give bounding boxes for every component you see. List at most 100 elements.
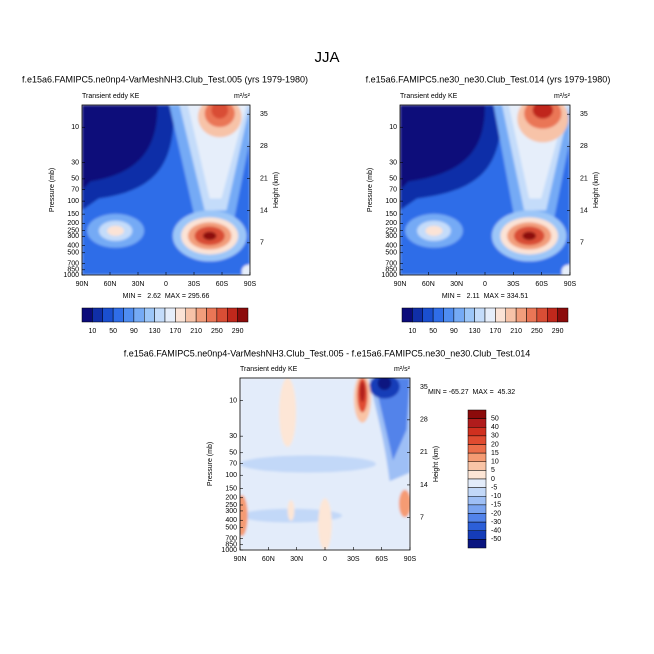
y-tick-label: 400 [385,242,397,249]
y-tick-label: 500 [385,250,397,257]
colorbar-box [467,418,487,428]
x-tick-label: 30N [450,281,463,288]
x-tick-label: 60N [422,281,435,288]
y2-tick-label: 28 [260,143,268,150]
colorbar-box [536,307,548,323]
y-tick-label: 150 [225,485,237,492]
colorbar-box [557,307,569,323]
contour-fill [532,105,553,119]
y-tick-label: 850 [225,542,237,549]
colorbar-box [467,470,487,480]
colorbar-label: 0 [491,476,495,483]
colorbar-box [474,307,486,323]
colorbar-label: 250 [531,328,543,335]
colorbar-label: 20 [491,441,499,448]
y-tick-label: 700 [67,260,79,267]
x-tick-label: 60S [535,281,548,288]
contour-fill [398,489,410,518]
contour-fill [377,378,392,391]
contour-fill [318,498,332,550]
contour-fill [241,264,250,275]
colorbar-box [467,521,487,531]
colorbar-box [467,427,487,437]
y-tick-label: 1000 [381,272,397,279]
x-tick-label: 30S [347,556,360,563]
contour-field [82,105,250,275]
y2-tick-label: 7 [260,240,264,247]
y2-axis-label: Height (km) [593,172,600,208]
y-tick-label: 150 [385,211,397,218]
y-tick-label: 1000 [63,272,79,279]
colorbar-label: 170 [170,328,182,335]
colorbar-label: 290 [552,328,564,335]
colorbar-label: 50 [491,415,499,422]
y-tick-label: 150 [67,211,79,218]
x-tick-label: 30S [507,281,520,288]
colorbar-box [412,307,423,323]
y2-tick-label: 35 [580,111,588,118]
y-tick-label: 400 [225,517,237,524]
left-label: Transient eddy KE [82,93,140,100]
figure-title: JJA [314,49,339,66]
colorbar-label: -15 [491,502,501,509]
colorbar-label: 90 [130,328,138,335]
colorbar-label: 130 [469,328,481,335]
colorbar-label: 10 [408,328,416,335]
y-tick-label: 30 [389,159,397,166]
contour-fill [522,231,536,241]
colorbar-box [237,307,249,323]
y-tick-label: 50 [229,450,237,457]
colorbar-box [112,307,124,323]
y-axis-label: Pressure (mb) [367,168,374,212]
y-tick-label: 70 [389,187,397,194]
y-tick-label: 300 [67,233,79,240]
colorbar-box [505,307,517,323]
y2-tick-label: 35 [420,384,428,391]
colorbar-label: -5 [491,484,497,491]
y2-tick-label: 28 [420,417,428,424]
colorbar-label: 5 [491,467,495,474]
stats: MIN = -65.27 MAX = 45.32 [428,389,515,396]
y-tick-label: 700 [225,535,237,542]
colorbar-box [467,530,487,540]
contour-fill [202,231,217,241]
y-axis-label: Pressure (mb) [49,168,56,212]
y-tick-label: 850 [385,267,397,274]
x-tick-label: 60N [262,556,275,563]
y-tick-label: 500 [67,250,79,257]
y-tick-label: 30 [71,159,79,166]
y-tick-label: 300 [225,508,237,515]
y2-tick-label: 14 [580,208,588,215]
y2-tick-label: 7 [580,240,584,247]
x-tick-label: 90N [394,281,407,288]
panel-title: f.e15a6.FAMIPC5.ne30_ne30.Club_Test.014 … [366,74,611,84]
colorbar-box [526,307,538,323]
contour-fill [400,105,485,190]
x-tick-label: 90S [564,281,577,288]
colorbar-box [453,307,465,323]
x-tick-label: 30N [132,281,145,288]
colorbar-box [467,487,487,497]
y-tick-label: 700 [385,260,397,267]
y-tick-label: 10 [389,124,397,131]
colorbar-box [102,307,114,323]
colorbar-label: 170 [490,328,502,335]
x-tick-label: 30S [188,281,201,288]
y2-tick-label: 7 [420,514,424,521]
y2-tick-label: 21 [260,175,268,182]
y-tick-label: 70 [71,187,79,194]
colorbar-box [464,307,475,323]
y-tick-label: 250 [385,227,397,234]
y2-tick-label: 21 [420,449,428,456]
colorbar-label: 130 [149,328,161,335]
left-label: Transient eddy KE [400,93,458,100]
stats: MIN = 2.11 MAX = 334.51 [442,293,528,300]
contour-fill [211,105,229,119]
colorbar-box [154,307,166,323]
y2-tick-label: 14 [420,482,428,489]
y2-tick-label: 21 [580,175,588,182]
colorbar-box [467,513,487,523]
contour-fill [82,105,158,190]
colorbar-label: 15 [491,450,499,457]
